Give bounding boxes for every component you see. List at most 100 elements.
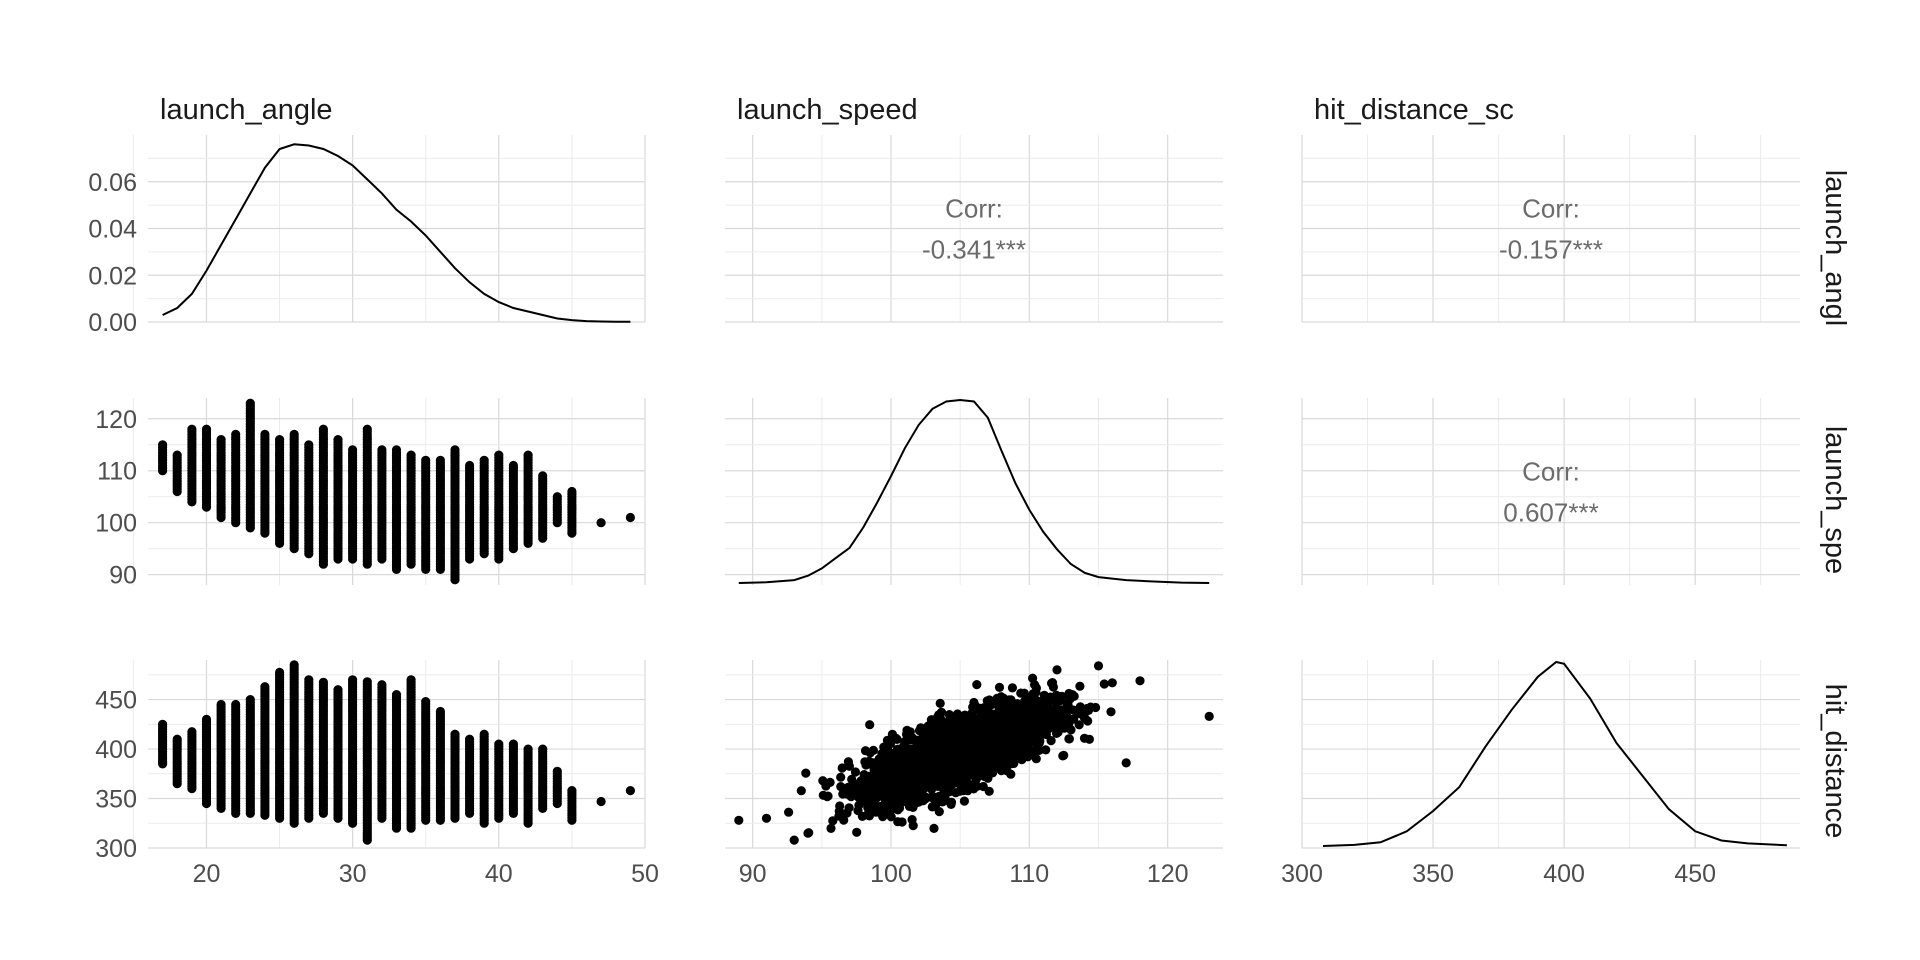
scatter-point (1012, 699, 1023, 709)
scatter-point (465, 734, 475, 744)
scatter-point (245, 695, 255, 705)
scatter-point (837, 763, 847, 773)
scatter-point (289, 660, 299, 670)
scatter-point (158, 440, 168, 450)
scatter-point (406, 450, 416, 460)
column-title-3: hit_distance_sc (1314, 94, 1514, 126)
scatter-point (348, 445, 358, 455)
scatter-point (1106, 707, 1116, 717)
scatter-point (1028, 673, 1038, 683)
scatter-point (304, 440, 314, 450)
scatter-point (289, 429, 299, 439)
scatter-point (818, 790, 828, 800)
scatter-point (873, 774, 883, 784)
scatter-point (865, 720, 875, 730)
scatter-point (1002, 766, 1012, 776)
scatter-point (839, 815, 849, 825)
scatter-point (934, 732, 944, 742)
scatter-point (989, 709, 999, 719)
scatter-point (863, 795, 874, 805)
scatter-point (847, 774, 857, 785)
scatter-point (935, 698, 945, 709)
scatter-point (318, 677, 328, 687)
corr-label: Corr: (1522, 194, 1580, 224)
scatter-point (187, 424, 197, 434)
scatter-point (921, 792, 931, 802)
corr-value: 0.607*** (1503, 498, 1598, 528)
scatter-point (406, 675, 416, 685)
scatter-point (1047, 678, 1057, 688)
scatter-point (836, 782, 846, 792)
scatter-point (494, 739, 504, 749)
scatter-point (959, 720, 969, 731)
scatter-point (926, 749, 937, 760)
scatter-point (216, 699, 226, 710)
scatter-point (625, 512, 636, 523)
scatter-point (1066, 725, 1076, 735)
scatter-point (1007, 683, 1018, 693)
row-strip-1: launch_angl (1819, 170, 1851, 326)
scatter-point (1016, 688, 1026, 698)
scatter-point (844, 803, 854, 813)
scatter-point (1059, 750, 1069, 761)
scatter-point (902, 725, 912, 735)
scatter-point (964, 755, 974, 765)
scatter-point (260, 682, 270, 692)
scatter-point (538, 744, 548, 754)
scatter-point (871, 807, 881, 817)
scatter-point (927, 802, 937, 812)
scatter-point (348, 675, 358, 685)
scatter-point (852, 827, 862, 837)
scatter-point (450, 445, 460, 455)
scatter-point (932, 792, 942, 803)
scatter-point (318, 424, 328, 434)
column-title-1: launch_angle (160, 94, 333, 126)
scatter-point (986, 735, 996, 745)
scatter-point (883, 802, 893, 812)
scatter-point (994, 682, 1005, 693)
corr-value: -0.341*** (922, 235, 1026, 265)
scatter-point (1027, 712, 1037, 723)
scatter-point (391, 690, 402, 700)
density-line (1322, 660, 1787, 847)
scatter-point (838, 789, 848, 799)
scatter-point (826, 823, 836, 834)
scatter-point (859, 770, 869, 780)
scatter-point (954, 714, 964, 724)
scatter-point (333, 685, 343, 695)
column-title-2: launch_speed (737, 94, 918, 126)
scatter-point (967, 708, 977, 718)
scatter-point (845, 790, 855, 800)
scatter-point (907, 815, 917, 825)
scatter-point (843, 782, 853, 793)
scatter-point (435, 455, 445, 465)
scatter-point (1033, 708, 1043, 718)
scatter-point (914, 726, 925, 736)
scatter-point (886, 812, 896, 822)
scatter-point (216, 435, 226, 445)
scatter-point (201, 424, 212, 434)
scatter-point (508, 460, 518, 471)
scatter-point (494, 450, 504, 460)
scatter-point (865, 748, 875, 758)
scatter-point (333, 435, 343, 445)
scatter-point (985, 697, 996, 707)
row-strip-2: launch_spe (1819, 426, 1851, 574)
scatter-point (479, 455, 489, 465)
scatter-point (897, 817, 907, 827)
scatter-point (975, 706, 986, 716)
scatter-point (391, 445, 402, 455)
panel-r2-c2 (725, 398, 1223, 585)
scatter-point (801, 768, 811, 778)
scatter-point (362, 424, 372, 434)
scatter-point (377, 445, 387, 455)
scatter-point (172, 450, 182, 460)
scatter-point (1080, 713, 1090, 724)
scatter-point (835, 801, 845, 811)
scatter-point (1075, 681, 1085, 691)
scatter-point (1018, 738, 1028, 748)
scatter-point (933, 763, 943, 774)
scatter-point (1032, 696, 1042, 706)
scatter-point (943, 730, 953, 740)
scatter-point (864, 756, 874, 767)
